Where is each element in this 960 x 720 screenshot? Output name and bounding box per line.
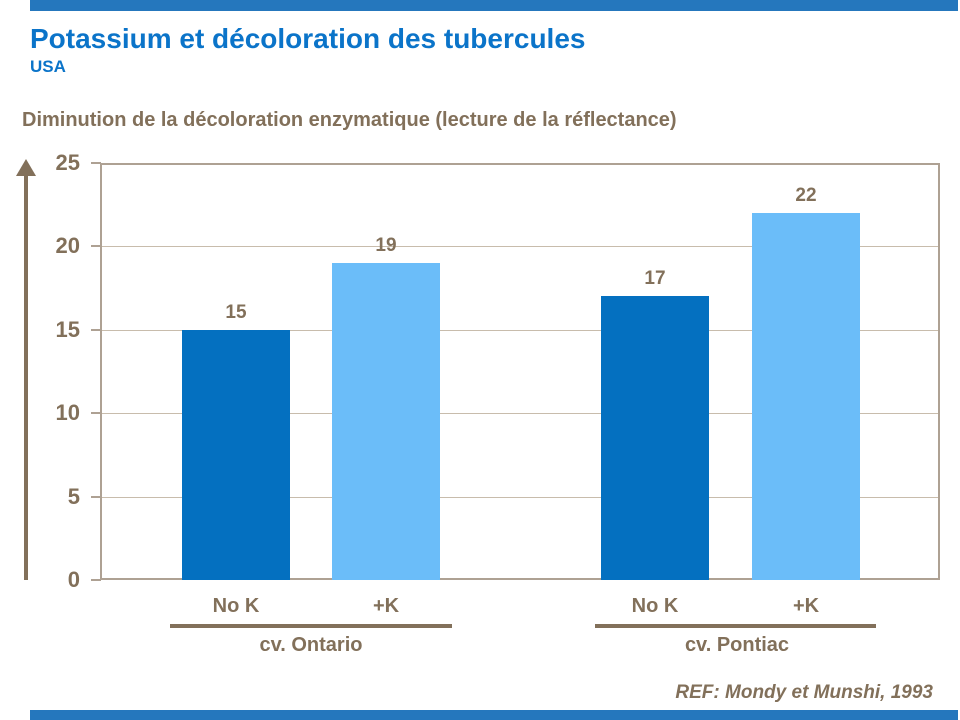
y-tick-label: 15 <box>55 316 80 342</box>
category-label: +K <box>372 595 400 617</box>
top-accent-strip <box>30 0 958 11</box>
group-label: cv. Pontiac <box>684 634 790 656</box>
bar-value-label: 22 <box>795 185 817 206</box>
y-axis-arrow-line <box>24 175 28 580</box>
y-tick-25 <box>91 162 101 164</box>
bar-k-1 <box>752 213 860 580</box>
y-tick-label: 5 <box>67 483 80 509</box>
y-tick-20 <box>91 245 101 248</box>
y-tick-label: 25 <box>55 150 80 175</box>
plot-area <box>100 163 940 580</box>
bar-k-0 <box>332 263 440 580</box>
slide-region-label: USA <box>30 57 66 76</box>
y-tick-5 <box>91 495 101 498</box>
gridline-15 <box>102 329 938 331</box>
y-tick-15 <box>91 328 101 331</box>
y-tick-0 <box>91 579 101 581</box>
category-label: No K <box>631 595 679 617</box>
gridline-10 <box>102 413 938 415</box>
gridline-20 <box>102 246 938 248</box>
bar-value-label: 19 <box>375 235 397 256</box>
chart-title: Diminution de la décoloration enzymatiqu… <box>22 109 677 131</box>
slide-title: Potassium et décoloration des tubercules <box>30 23 586 54</box>
y-axis-arrow-icon <box>16 159 36 176</box>
y-tick-label: 10 <box>55 400 80 426</box>
group-underline <box>595 624 876 628</box>
group-label: cv. Ontario <box>259 634 363 656</box>
bar-value-label: 17 <box>644 268 666 289</box>
category-label: +K <box>792 595 820 617</box>
y-tick-label: 0 <box>67 567 80 592</box>
gridline-5 <box>102 496 938 498</box>
bar-nok-1 <box>601 296 709 580</box>
bar-value-label: 15 <box>225 302 247 323</box>
y-tick-label: 20 <box>55 233 80 259</box>
bottom-accent-strip <box>30 710 958 720</box>
reference-text: REF: Mondy et Munshi, 1993 <box>675 682 933 703</box>
category-label: No K <box>212 595 260 617</box>
group-underline <box>170 624 452 628</box>
bar-nok-0 <box>182 330 290 580</box>
y-tick-10 <box>91 412 101 415</box>
